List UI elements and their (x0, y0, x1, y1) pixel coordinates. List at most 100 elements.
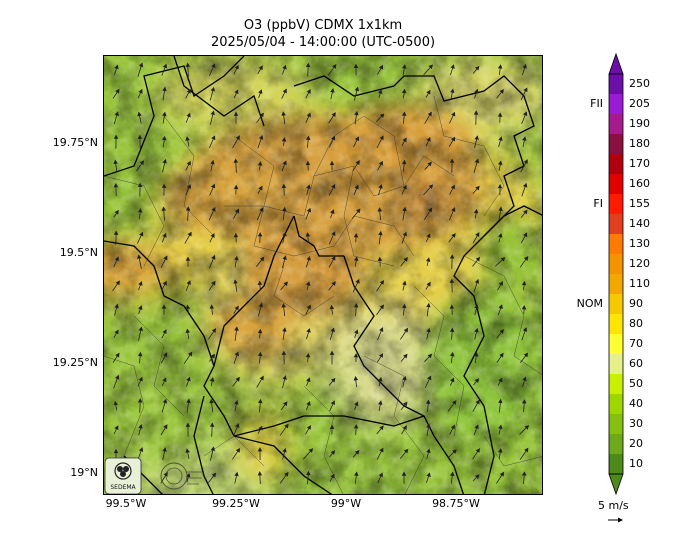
wind-arrow-head (283, 401, 288, 407)
wind-arrow-head (113, 182, 119, 188)
colorbar-segment (609, 94, 623, 115)
wind-arrow-head (356, 208, 361, 214)
wind-arrow-head (473, 208, 479, 214)
wind-arrow-head (428, 64, 433, 70)
wind-arrow-head (379, 327, 384, 332)
wind-arrow-head (403, 448, 409, 454)
wind-arrow-head (113, 400, 119, 406)
wind-arrow-head (378, 400, 383, 405)
wind-arrow-head (114, 256, 119, 262)
wind-arrow-head (281, 183, 287, 189)
wind-arrow-head (427, 207, 433, 213)
wind-arrow-head (522, 376, 527, 382)
wind-arrow-head (161, 135, 167, 141)
wind-arrow-head (475, 399, 480, 405)
wind-arrow-head (113, 134, 119, 139)
chart-subtitle: 2025/05/04 - 14:00:00 (UTC-0500) (210, 35, 436, 50)
wind-arrow-head (330, 400, 335, 406)
wind-arrow-head (162, 377, 167, 383)
wind-arrow-head (211, 63, 216, 69)
wind-arrow-head (233, 158, 239, 163)
colorbar-segment (609, 74, 623, 95)
wind-arrow-head (306, 207, 312, 213)
chart-title: O3 (ppbV) CDMX 1x1km (243, 18, 403, 33)
wind-arrow-head (258, 89, 263, 94)
wind-arrow-head (210, 446, 216, 452)
colorbar-segment (609, 274, 623, 295)
wind-arrow-head (329, 350, 335, 355)
terrain-texture (104, 56, 542, 494)
wind-arrow-head (378, 89, 383, 94)
wind-arrow-head (331, 231, 336, 236)
wind-arrow-head (449, 254, 455, 259)
wind-arrow-head (233, 279, 238, 284)
colorbar-tick-label: 60 (629, 357, 643, 370)
colorbar-segment (609, 334, 623, 355)
y-tick-label: 19.5°N (59, 246, 98, 259)
x-tick-label: 99.25°W (212, 497, 260, 510)
wind-arrow-head (282, 447, 287, 453)
colorbar (608, 52, 624, 496)
wind-arrow-head (379, 304, 385, 310)
wind-arrow-head (377, 256, 383, 262)
wind-arrow-head (138, 305, 143, 311)
wind-arrow-head (449, 304, 455, 309)
wind-arrow-head (450, 377, 455, 383)
wind-arrow-head (233, 184, 239, 190)
wind-arrow-head (402, 280, 407, 286)
wind-arrow-head (451, 136, 456, 142)
wind-arrow-head (210, 183, 216, 189)
wind-arrow-head (449, 471, 455, 477)
wind-arrow-head (282, 231, 287, 237)
colorbar-tick-label: 130 (629, 237, 650, 250)
wind-arrow-head (330, 209, 335, 214)
wind-arrow-head (233, 232, 239, 238)
wind-arrow-head (329, 160, 335, 166)
wind-arrow-head (235, 135, 240, 140)
wind-arrow-head (379, 425, 384, 431)
wind-arrow-head (378, 184, 383, 189)
colorbar-segment (609, 254, 623, 275)
wind-arrow-head (450, 88, 455, 94)
wind-arrow-head (114, 425, 119, 431)
wind-arrow-head (114, 329, 119, 335)
wind-arrow-head (521, 399, 527, 404)
wind-arrow-head (210, 353, 216, 359)
wind-arrow-head (234, 208, 240, 214)
wind-arrow-head (403, 353, 408, 359)
wind-arrow-head (114, 303, 119, 309)
colorbar-threshold-label: FII (590, 97, 603, 110)
wind-arrow-head (498, 424, 503, 430)
wind-arrow-head (211, 472, 217, 478)
wind-arrow-head (452, 449, 457, 454)
colorbar-segment (609, 114, 623, 135)
wind-arrow-head (426, 233, 431, 239)
wind-arrow-head (330, 327, 335, 333)
wind-arrow-head (474, 88, 479, 94)
wind-arrow-head (329, 304, 335, 310)
wind-arrow-head (234, 471, 239, 477)
wind-arrow-head (258, 65, 263, 71)
ozone-map: SEDEMA (103, 55, 543, 495)
colorbar-tick-label: 155 (629, 197, 650, 210)
wind-arrow-head (449, 327, 455, 332)
wind-arrow-head (282, 255, 287, 261)
wind-arrow-head (449, 158, 455, 163)
wind-arrow-head (259, 256, 265, 262)
wind-arrow-head (258, 425, 263, 431)
wind-arrow-head (449, 278, 455, 283)
wind-arrow-head (282, 375, 287, 380)
wind-arrow-head (354, 136, 359, 142)
wind-arrow-head (426, 423, 431, 428)
wind-arrow-head (186, 472, 191, 478)
wind-arrow-head (498, 281, 503, 286)
wind-arrow-head (331, 281, 336, 286)
wind-arrow-head (284, 423, 289, 429)
wind-arrow-head (115, 374, 120, 380)
colorbar-tick-label: 190 (629, 117, 650, 130)
wind-arrow-head (354, 471, 359, 476)
wind-arrow-head (209, 304, 215, 309)
wind-arrow-head (402, 184, 407, 190)
wind-arrow-head (185, 304, 191, 310)
wind-arrow-head (426, 472, 431, 478)
